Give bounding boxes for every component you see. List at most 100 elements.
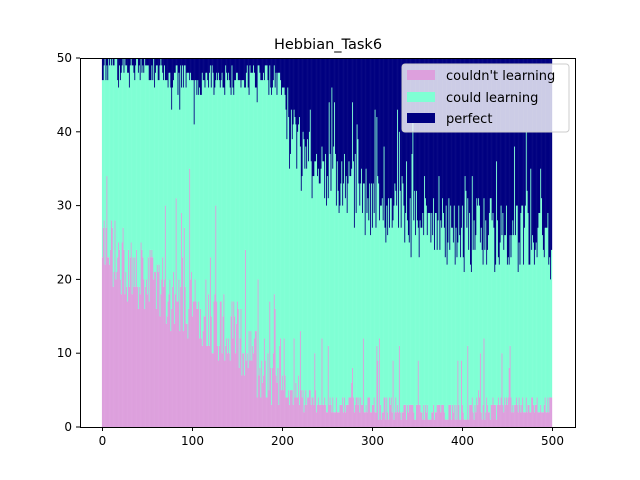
bar-couldnt-learning (195, 301, 197, 427)
bar-perfect (289, 58, 291, 169)
bar-could-learning (152, 80, 154, 258)
bar-could-learning (234, 80, 236, 317)
bar-couldnt-learning (507, 397, 509, 427)
bar-couldnt-learning (365, 404, 367, 427)
bar-perfect (198, 58, 200, 95)
bar-perfect (529, 58, 531, 265)
bar-could-learning (489, 198, 491, 420)
bar-couldnt-learning (449, 404, 451, 427)
bar-perfect (455, 58, 457, 228)
bar-couldnt-learning (351, 382, 353, 427)
bar-could-learning (376, 117, 378, 346)
bar-couldnt-learning (311, 397, 313, 427)
bar-perfect (305, 58, 307, 147)
bar-couldnt-learning (301, 397, 303, 427)
bar-could-learning (448, 198, 450, 405)
bar-could-learning (466, 227, 468, 420)
bar-couldnt-learning (511, 412, 513, 427)
bar-could-learning (462, 257, 464, 413)
bar-couldnt-learning (382, 412, 384, 427)
bar-could-learning (386, 205, 388, 398)
bar-couldnt-learning (257, 279, 259, 427)
bar-couldnt-learning (440, 412, 442, 427)
bar-couldnt-learning (489, 419, 491, 427)
bar-could-learning (410, 257, 412, 405)
bar-couldnt-learning (192, 301, 194, 427)
bar-perfect (515, 58, 517, 236)
bar-perfect (150, 58, 152, 81)
bar-perfect (353, 58, 355, 162)
bar-couldnt-learning (106, 176, 108, 427)
bar-couldnt-learning (417, 360, 419, 427)
bar-couldnt-learning (426, 404, 428, 427)
bar-couldnt-learning (120, 294, 122, 427)
bar-couldnt-learning (416, 404, 419, 427)
bar-couldnt-learning (513, 412, 515, 427)
bar-couldnt-learning (353, 397, 355, 427)
bar-could-learning (298, 124, 300, 376)
bar-could-learning (138, 65, 140, 287)
bar-perfect (300, 58, 302, 191)
bar-couldnt-learning (263, 375, 265, 427)
bar-couldnt-learning (496, 419, 498, 427)
bar-couldnt-learning (209, 345, 211, 427)
bar-could-learning (464, 176, 466, 420)
bar-couldnt-learning (497, 404, 499, 427)
bar-could-learning (499, 242, 501, 405)
bar-couldnt-learning (116, 272, 118, 427)
bar-couldnt-learning (131, 294, 133, 427)
bar-could-learning (424, 176, 426, 420)
bar-perfect (495, 58, 497, 265)
bar-perfect (255, 58, 257, 88)
bar-perfect (535, 58, 537, 243)
bar-perfect (460, 58, 462, 258)
bar-perfect (391, 58, 393, 228)
bar-couldnt-learning (101, 257, 104, 427)
bar-perfect (245, 58, 247, 88)
bar-perfect (499, 58, 501, 243)
bar-could-learning (228, 80, 230, 354)
bar-could-learning (434, 249, 436, 420)
bar-couldnt-learning (468, 419, 470, 427)
bar-could-learning (266, 65, 268, 398)
bar-could-learning (394, 183, 396, 413)
bar-perfect (308, 58, 310, 162)
bar-perfect (356, 58, 358, 125)
bar-couldnt-learning (460, 419, 462, 427)
bar-perfect (472, 58, 474, 250)
bar-couldnt-learning (242, 353, 244, 427)
bar-perfect (138, 58, 140, 66)
bar-couldnt-learning (506, 404, 509, 427)
bar-couldnt-learning (265, 397, 267, 427)
bar-perfect (101, 58, 104, 81)
bar-could-learning (362, 183, 365, 339)
bar-perfect (320, 58, 322, 169)
bar-couldnt-learning (302, 390, 304, 427)
bar-could-learning (411, 153, 413, 405)
bar-could-learning (126, 65, 128, 287)
bar-could-learning (280, 80, 282, 339)
bar-perfect (218, 58, 221, 81)
bar-couldnt-learning (323, 404, 325, 427)
bar-perfect (162, 58, 164, 73)
bar-couldnt-learning (155, 272, 157, 427)
bar-perfect (243, 58, 245, 81)
bar-couldnt-learning (419, 404, 421, 427)
bar-perfect (178, 58, 180, 73)
bar-perfect (191, 58, 194, 81)
bar-couldnt-learning (364, 412, 366, 427)
bar-couldnt-learning (198, 301, 200, 427)
bar-could-learning (134, 80, 136, 258)
bar-perfect (259, 58, 261, 73)
bar-couldnt-learning (411, 404, 413, 427)
bar-perfect (270, 58, 272, 88)
bar-couldnt-learning (431, 412, 433, 427)
bar-couldnt-learning (220, 301, 222, 427)
bar-couldnt-learning (538, 412, 540, 427)
bar-could-learning (267, 80, 269, 354)
bar-could-learning (514, 146, 516, 405)
bar-couldnt-learning (485, 412, 487, 427)
bar-perfect (534, 58, 536, 250)
bar-couldnt-learning (420, 412, 422, 427)
bar-couldnt-learning (448, 404, 450, 427)
